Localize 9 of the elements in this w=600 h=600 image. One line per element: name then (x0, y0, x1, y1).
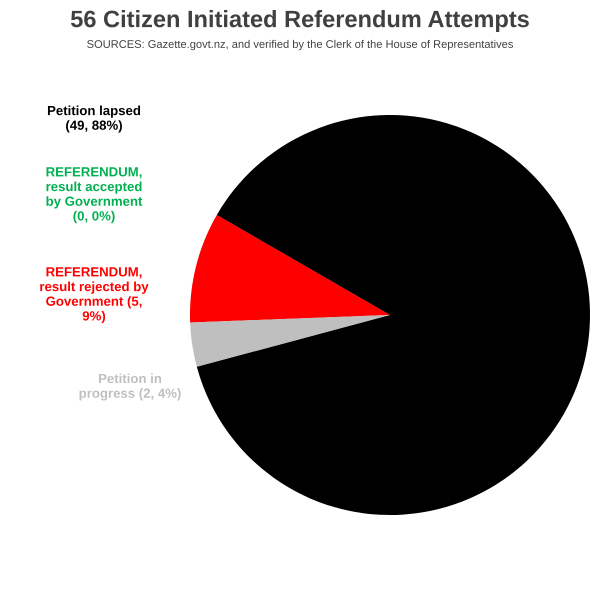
pie-slice (190, 215, 390, 322)
chart-subtitle: SOURCES: Gazette.govt.nz, and verified by the Clerk of the House of Representatives (87, 40, 513, 50)
slice-label: Petition lapsed (49, 88%) (48, 106, 140, 132)
pie-slice (190, 315, 390, 367)
chart-title: 56 Citizen Initiated Referendum Attempts (70, 10, 529, 32)
pie-slice (196, 115, 590, 515)
category-label: REFERENDUM, result accepted by Government (0, 0%) (46, 167, 142, 224)
slice-label: Petition in progress (2, 4%) (80, 373, 181, 401)
slice-label: REFERENDUM, result rejected by Government (5, 9%) (40, 267, 149, 324)
